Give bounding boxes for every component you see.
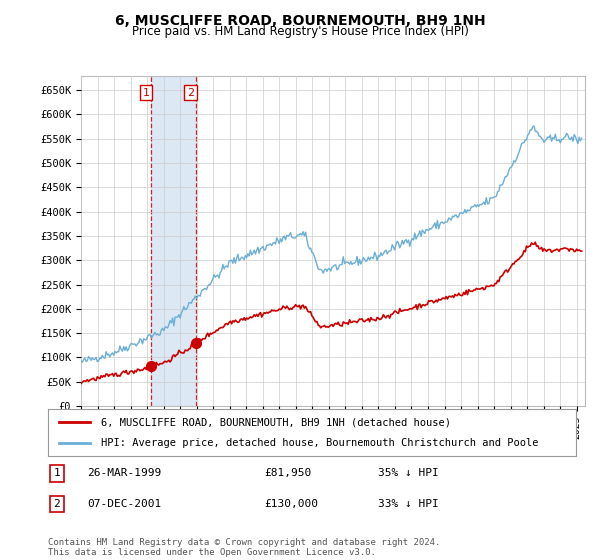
Point [191, 338, 200, 347]
Point [146, 362, 155, 371]
Text: 35% ↓ HPI: 35% ↓ HPI [378, 468, 439, 478]
Text: 26-MAR-1999: 26-MAR-1999 [87, 468, 161, 478]
Text: 07-DEC-2001: 07-DEC-2001 [87, 499, 161, 509]
Text: HPI: Average price, detached house, Bournemouth Christchurch and Poole: HPI: Average price, detached house, Bour… [101, 438, 538, 448]
Text: 1: 1 [142, 87, 149, 97]
Text: £130,000: £130,000 [264, 499, 318, 509]
Text: 1: 1 [53, 468, 61, 478]
Text: Contains HM Land Registry data © Crown copyright and database right 2024.
This d: Contains HM Land Registry data © Crown c… [48, 538, 440, 557]
Text: £81,950: £81,950 [264, 468, 311, 478]
Text: 6, MUSCLIFFE ROAD, BOURNEMOUTH, BH9 1NH: 6, MUSCLIFFE ROAD, BOURNEMOUTH, BH9 1NH [115, 14, 485, 28]
Bar [151, 76, 196, 406]
Text: 2: 2 [187, 87, 194, 97]
Text: 6, MUSCLIFFE ROAD, BOURNEMOUTH, BH9 1NH (detached house): 6, MUSCLIFFE ROAD, BOURNEMOUTH, BH9 1NH … [101, 417, 451, 427]
Text: 33% ↓ HPI: 33% ↓ HPI [378, 499, 439, 509]
Text: Price paid vs. HM Land Registry's House Price Index (HPI): Price paid vs. HM Land Registry's House … [131, 25, 469, 38]
Text: 2: 2 [53, 499, 61, 509]
